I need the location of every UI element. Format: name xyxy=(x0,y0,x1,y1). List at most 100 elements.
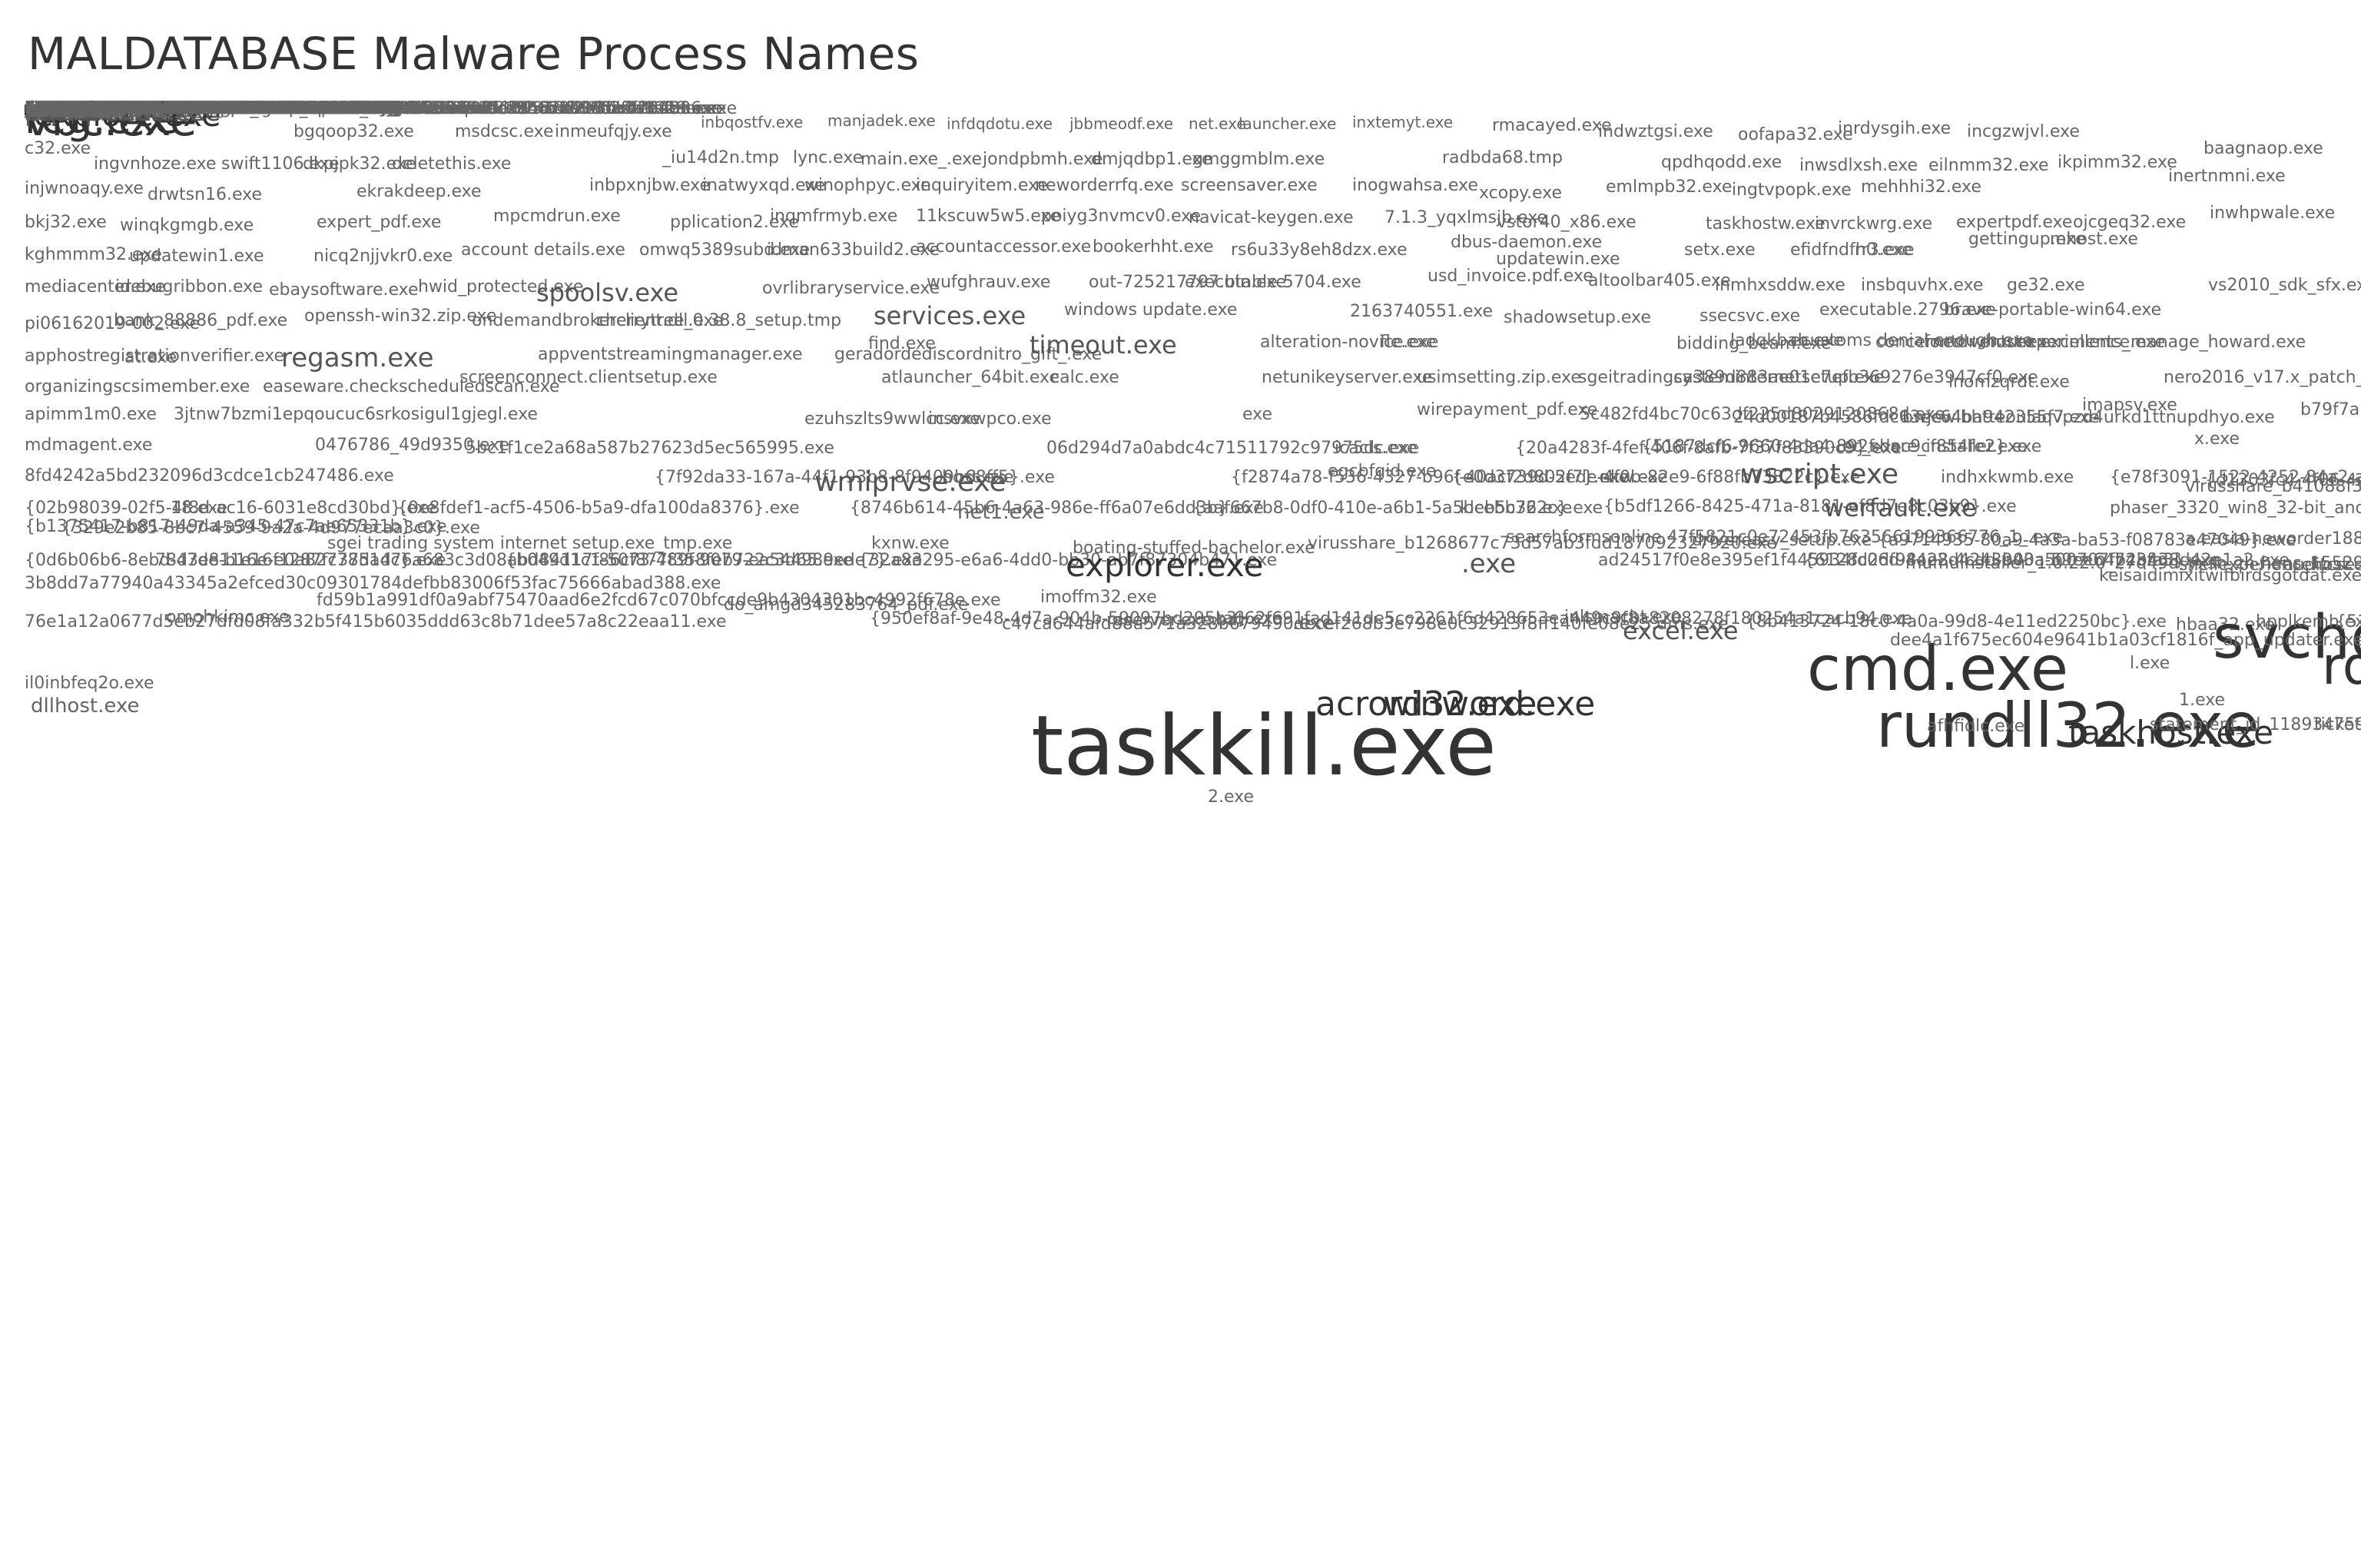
word-cloud-term: fle.exe xyxy=(1380,333,1436,352)
word-cloud-term: product inquiry documents.exe xyxy=(25,100,288,118)
word-cloud-term: _.exe xyxy=(25,100,68,118)
word-cloud-term: regasm.exe xyxy=(281,343,434,373)
word-cloud-term: phaser_3320_win8_32-bit_and_64-bit_ps.ex… xyxy=(2110,499,2361,518)
word-cloud-term: msdcsc.exe xyxy=(455,122,554,141)
word-cloud-term: 3b8dd7a77940a43345a2efced30c09301784defb… xyxy=(25,574,721,593)
word-cloud-term: ca389d883ae01e7efb369276e3947cf0.exe xyxy=(1673,368,2038,387)
word-cloud-term: inogwahsa.exe xyxy=(1352,176,1478,195)
word-cloud-term: hg64.exe xyxy=(25,100,103,118)
word-cloud-term: wuapilovot.exe xyxy=(25,100,152,118)
word-cloud-term: ge32.exe xyxy=(2007,276,2085,295)
word-cloud-term: efidfndfh0.exe xyxy=(1790,240,1912,260)
word-cloud-term: imoffm32.exe xyxy=(1040,588,1157,607)
word-cloud-term: am_delta_patch_1.295.440.0.exe xyxy=(25,100,305,118)
word-cloud-term: insobtqdl.exe xyxy=(25,100,138,118)
word-cloud-term: winword.exe xyxy=(1383,685,1595,724)
word-cloud-term: 07db318145681dc5e0cbb8c76a1a4fa9.exe xyxy=(25,100,393,118)
word-cloud-term: {fe4305aa-55f7-456f-8ba1-8ccc7a962ccc}.e… xyxy=(25,100,424,118)
word-cloud-term: inatwyxqd.exe xyxy=(702,176,825,195)
word-cloud-term: inkzrlbas.exe xyxy=(25,100,135,118)
word-cloud-term: inmeufqjy.exe xyxy=(555,122,672,141)
word-cloud-term: bwfaxs.exe xyxy=(25,100,120,118)
word-cloud-term: incgzwjvl.exe xyxy=(1967,122,2080,141)
word-cloud-term: {ce9e6289-b4b2-47e4-8fd1-4c03ca50eb30}.e… xyxy=(25,100,439,118)
word-cloud-term: apimm1m0.exe xyxy=(25,405,157,424)
word-cloud-term: indhxkwmb.exe xyxy=(1941,468,2074,487)
word-cloud-term: income-seeks-grab.exe xyxy=(25,100,221,118)
word-cloud-term: inwixlnmf.exe xyxy=(25,100,141,118)
word-cloud-term: rdrcef.exe xyxy=(2322,636,2361,697)
word-cloud-term: virusshare_7551cbd5ba1ca4aef08ee0a71ff95… xyxy=(25,100,469,118)
word-cloud-term: infdqdotu.exe xyxy=(947,114,1053,133)
word-cloud-term: 908765432424.exe xyxy=(25,100,189,118)
word-cloud-term: executable.5704.exe xyxy=(1185,273,1361,292)
word-cloud-term: dee4a1f675ec604e9641b1a03cf1816f_app_upd… xyxy=(1890,631,2361,650)
word-cloud-term: {9e852643-525d-4919-9462-98cf42a7fcfc}.e… xyxy=(25,100,430,118)
word-cloud-term: facebooksearchuserscraper.exe xyxy=(25,100,292,118)
word-cloud-term: shadowsetup.exe xyxy=(1504,308,1651,327)
word-cloud-term: {4397f8cb-ad4e-4139-90a4-4e4c33947c63}.e… xyxy=(25,100,439,118)
word-cloud-term: runasadmin.exe xyxy=(25,100,161,118)
word-cloud-term: {2d89d5ae-134c-4e5b-bda8-6f6a23aa82bb}.e… xyxy=(25,100,441,118)
word-cloud-term: innuocedv.exe xyxy=(25,100,146,118)
word-cloud-term: easeware.configlanguagefromsetup.exe xyxy=(25,100,363,118)
word-cloud-term: gws7yy51uf.exe xyxy=(25,100,161,118)
word-cloud-term: hbaa32.exe xyxy=(2176,615,2275,635)
word-cloud-term: inzvgovkd.exe xyxy=(25,100,146,118)
word-cloud-term: inlsmacbt.exe xyxy=(1564,608,1682,627)
word-cloud-term: setx.exe xyxy=(1684,240,1756,260)
word-cloud-term: ssecsvc.exe xyxy=(1699,307,1800,326)
word-cloud-term: tmp.exe xyxy=(25,100,94,118)
word-cloud-term: {739a4991-9bde-4d90-9f6c-225135a41c85}.e… xyxy=(25,100,441,118)
word-cloud-term: c266c55a4bc4757950adcc924e6d14e3.exe xyxy=(25,100,395,118)
word-cloud-term: certmgrrbsd.exe xyxy=(25,100,164,118)
word-cloud-term: nativecompressor.exe xyxy=(25,100,210,118)
word-cloud-term: net.exe xyxy=(1189,114,1246,133)
word-cloud-term: bidding_beam.exe xyxy=(1676,334,1831,353)
word-cloud-term: {6feb85c7-9a36-41cc-986c-0876846610d8}.e… xyxy=(25,100,439,118)
word-cloud-term: mumuinstaller_1.0.22.0_27d49d_yxsn_zh-ha… xyxy=(1905,554,2361,573)
word-cloud-term: {e0d3739d-5ede-4f0b-82e9-6f88fb73822c}.e… xyxy=(1452,468,1860,487)
word-cloud-term: werfault.exe xyxy=(1824,493,1977,522)
word-cloud-term: jbbmeodf.exe xyxy=(1069,114,1173,133)
word-cloud-term: inj xyxy=(25,100,45,118)
word-cloud-term: eobgdhie.exe xyxy=(25,100,139,118)
clipped-word-fragment xyxy=(25,104,80,115)
word-cloud-term: _getintopc.com_ummyvideodownloader.1.10.… xyxy=(25,100,471,118)
word-cloud-term: invrckwrg.exe xyxy=(1815,214,1932,234)
word-cloud-term: {dd992955-0fc8-49d7-98bf-7d10cdc0d716}.e… xyxy=(25,100,435,118)
word-cloud-term: csxuvwtpv.exe xyxy=(25,100,148,118)
word-cloud-term: dmjqdbp1.exe xyxy=(1091,150,1212,169)
word-cloud-term: convltmc.exe xyxy=(25,100,138,118)
word-cloud-term: appealsdas.exe xyxy=(25,100,156,118)
word-cloud-term: ovrlibraryservice.exe xyxy=(762,279,940,298)
word-cloud-term: runtimebroker.exe xyxy=(25,100,179,118)
word-cloud-term: doc.exe xyxy=(25,100,91,118)
word-cloud-term: gettingup.exe xyxy=(1968,230,2086,249)
word-cloud-term: bgqoop32.exe xyxy=(293,122,414,141)
word-cloud-term: incvy xyxy=(25,100,69,118)
word-cloud-term: statement_id_118934759682936429834692835… xyxy=(2150,715,2361,734)
word-cloud-term: dbus-daemon.exe xyxy=(1451,233,1602,252)
word-cloud-term: azxeajur85ag.exe xyxy=(25,100,174,118)
word-cloud-term: indlvubtu.exe xyxy=(25,100,140,118)
word-cloud-term: l.exe xyxy=(2130,654,2170,673)
word-cloud-term: bwjewlbhtteoulaqvpzd4urkd1ttnupdhyo.exe xyxy=(1902,408,2275,427)
word-cloud-term: fdbkb xyxy=(25,100,72,118)
word-cloud-term: phnmbo32.exe xyxy=(25,100,151,118)
word-cloud-term: rundll32.exe xyxy=(1876,690,2260,761)
word-cloud-term: audiodriver.exe xyxy=(25,100,155,118)
word-cloud-term: contk xyxy=(25,100,71,118)
word-cloud-term: sgei trading system internet setup.exe_t… xyxy=(327,534,732,553)
word-cloud-term: nero2016_v17.x_patch_dfox_v1.8.exe xyxy=(2164,368,2361,387)
word-cloud-term: hwid_protected.exe xyxy=(418,277,583,297)
word-cloud-term: crysis.exe xyxy=(25,100,108,118)
word-cloud-term: {b5df1266-8425-471a-8181-ef8d7e8c03b9}.e… xyxy=(1603,497,2017,516)
word-cloud-term: {6128c06d-4428-4cdd-b00a-59ee64743fa3}.e… xyxy=(1804,551,2220,570)
word-cloud-term: sc.exe xyxy=(25,100,102,126)
word-cloud-term: inbfsfaqh.exe xyxy=(25,100,138,118)
word-cloud-term: inmhxsddw.exe xyxy=(1715,276,1845,295)
word-cloud-term: {20a4283f-4fef-406f-8afb-7f37f83390c9}.e… xyxy=(1515,439,1902,458)
word-cloud-term: winophpyc.exe xyxy=(804,176,931,195)
word-cloud-term: eilnmm32.exe xyxy=(1928,156,2049,175)
